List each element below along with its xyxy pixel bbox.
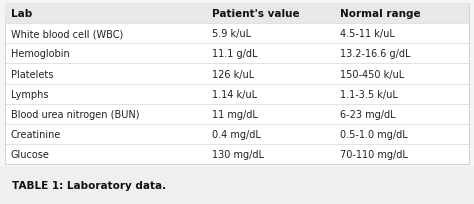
Text: Hemoglobin: Hemoglobin	[11, 49, 70, 59]
Text: Normal range: Normal range	[340, 9, 421, 19]
Text: Lymphs: Lymphs	[11, 89, 48, 99]
Text: 4.5-11 k/uL: 4.5-11 k/uL	[340, 29, 395, 39]
Text: 1.14 k/uL: 1.14 k/uL	[212, 89, 257, 99]
Text: Glucose: Glucose	[11, 149, 50, 159]
Text: 70-110 mg/dL: 70-110 mg/dL	[340, 149, 408, 159]
Text: 1.1-3.5 k/uL: 1.1-3.5 k/uL	[340, 89, 398, 99]
Text: TABLE 1: Laboratory data.: TABLE 1: Laboratory data.	[12, 180, 166, 190]
Text: Patient's value: Patient's value	[212, 9, 300, 19]
Text: Platelets: Platelets	[11, 69, 53, 79]
Text: 5.9 k/uL: 5.9 k/uL	[212, 29, 252, 39]
Text: 13.2-16.6 g/dL: 13.2-16.6 g/dL	[340, 49, 411, 59]
Text: 130 mg/dL: 130 mg/dL	[212, 149, 264, 159]
FancyBboxPatch shape	[0, 166, 474, 204]
Text: Lab: Lab	[11, 9, 32, 19]
Text: White blood cell (WBC): White blood cell (WBC)	[11, 29, 123, 39]
Text: 6-23 mg/dL: 6-23 mg/dL	[340, 109, 396, 119]
Text: 150-450 k/uL: 150-450 k/uL	[340, 69, 405, 79]
Text: 11.1 g/dL: 11.1 g/dL	[212, 49, 258, 59]
Text: 126 k/uL: 126 k/uL	[212, 69, 255, 79]
FancyBboxPatch shape	[5, 4, 469, 164]
Text: Blood urea nitrogen (BUN): Blood urea nitrogen (BUN)	[11, 109, 139, 119]
Text: 11 mg/dL: 11 mg/dL	[212, 109, 258, 119]
FancyBboxPatch shape	[5, 4, 469, 24]
Text: 0.5-1.0 mg/dL: 0.5-1.0 mg/dL	[340, 129, 408, 139]
Text: 0.4 mg/dL: 0.4 mg/dL	[212, 129, 261, 139]
Text: Creatinine: Creatinine	[11, 129, 61, 139]
